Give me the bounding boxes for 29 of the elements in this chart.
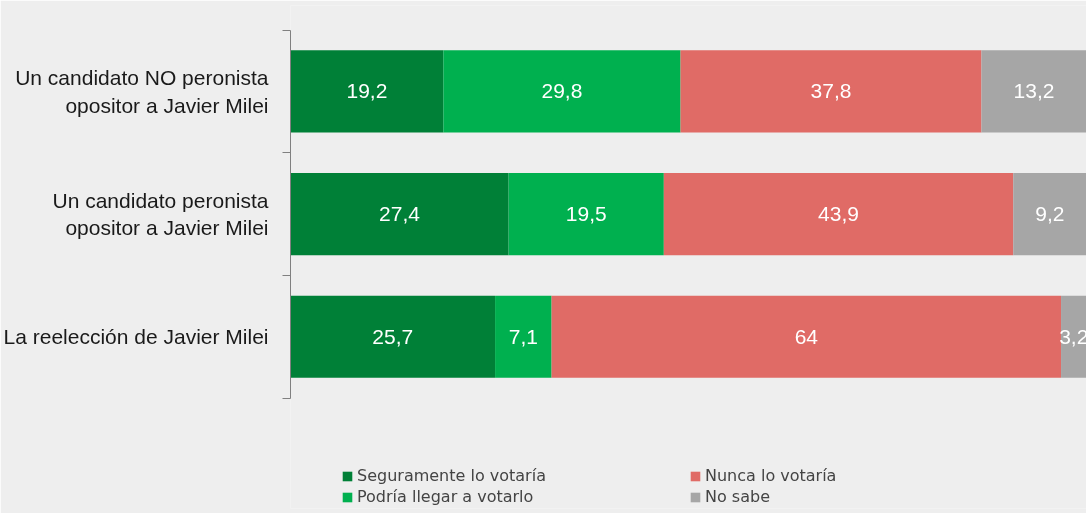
bar (981, 50, 1086, 133)
data-label: 43,9 (818, 202, 859, 226)
bar (443, 50, 681, 133)
data-label: 13,2 (1013, 79, 1055, 103)
bar (680, 50, 982, 133)
legend-label: No sabe (705, 487, 771, 506)
bar (290, 50, 444, 133)
data-label: 37,8 (810, 79, 852, 103)
bar (495, 295, 552, 378)
data-label: 9,2 (1035, 202, 1065, 226)
bar (290, 172, 509, 256)
data-label: 29,8 (541, 79, 583, 103)
legend-label: Podría llegar a votarlo (357, 487, 535, 506)
bar (551, 295, 1062, 378)
bar (290, 295, 496, 378)
legend-label: Nunca lo votaría (705, 466, 838, 485)
y-tick-label: Un candidato peronista opositor a Javier Milei (52, 188, 269, 240)
data-label: 64 (794, 324, 819, 348)
data-label: 19,2 (346, 79, 388, 103)
data-label: 7,1 (508, 324, 538, 348)
data-label: 19,5 (565, 202, 607, 226)
data-label: 27,4 (379, 202, 421, 226)
y-tick-label: Un candidato NO peronista opositor a Javier Milei (15, 66, 269, 117)
y-tick-label: La reelección de Javier Milei (3, 325, 269, 349)
bar (508, 172, 664, 256)
legend-label: Seguramente lo votaría (357, 466, 547, 485)
bar (1013, 172, 1086, 256)
bar (663, 172, 1014, 256)
data-label: 25,7 (372, 324, 414, 348)
